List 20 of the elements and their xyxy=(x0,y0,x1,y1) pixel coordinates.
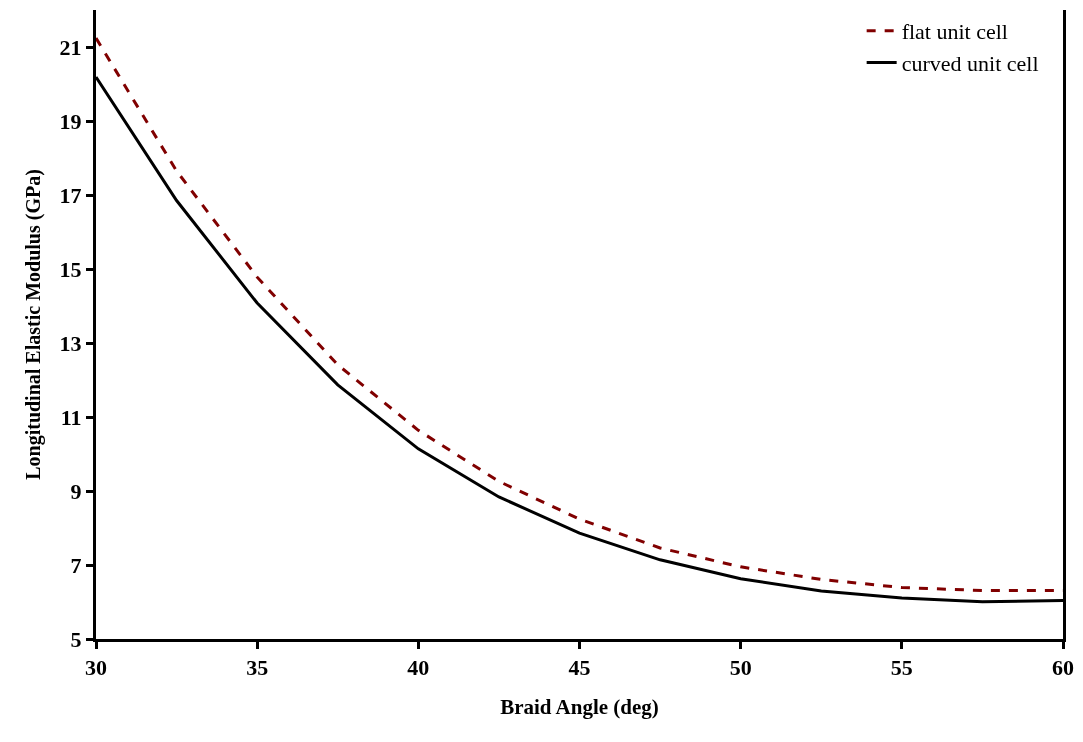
x-tick-label: 55 xyxy=(890,655,913,681)
y-tick-label: 13 xyxy=(59,330,82,356)
y-tick-label: 9 xyxy=(70,478,82,504)
y-tick-label: 11 xyxy=(60,404,82,430)
y-axis-title: Longitudinal Elastic Modulus (GPa) xyxy=(22,169,46,480)
y-tick-label: 17 xyxy=(59,182,82,208)
x-tick-label: 35 xyxy=(246,655,269,681)
x-tick-label: 60 xyxy=(1052,655,1074,681)
legend-label: flat unit cell xyxy=(901,19,1008,45)
y-tick-label: 21 xyxy=(59,34,82,60)
x-axis-title: Braid Angle (deg) xyxy=(500,694,659,719)
y-tick-label: 19 xyxy=(59,108,82,134)
y-tick-label: 5 xyxy=(70,626,82,652)
y-tick-label: 7 xyxy=(70,552,82,578)
x-tick-label: 50 xyxy=(729,655,752,681)
y-tick-label: 15 xyxy=(59,256,82,282)
x-tick-label: 30 xyxy=(85,655,107,681)
x-tick-label: 40 xyxy=(407,655,430,681)
x-tick-label: 45 xyxy=(568,655,591,681)
legend-label: curved unit cell xyxy=(901,50,1039,76)
